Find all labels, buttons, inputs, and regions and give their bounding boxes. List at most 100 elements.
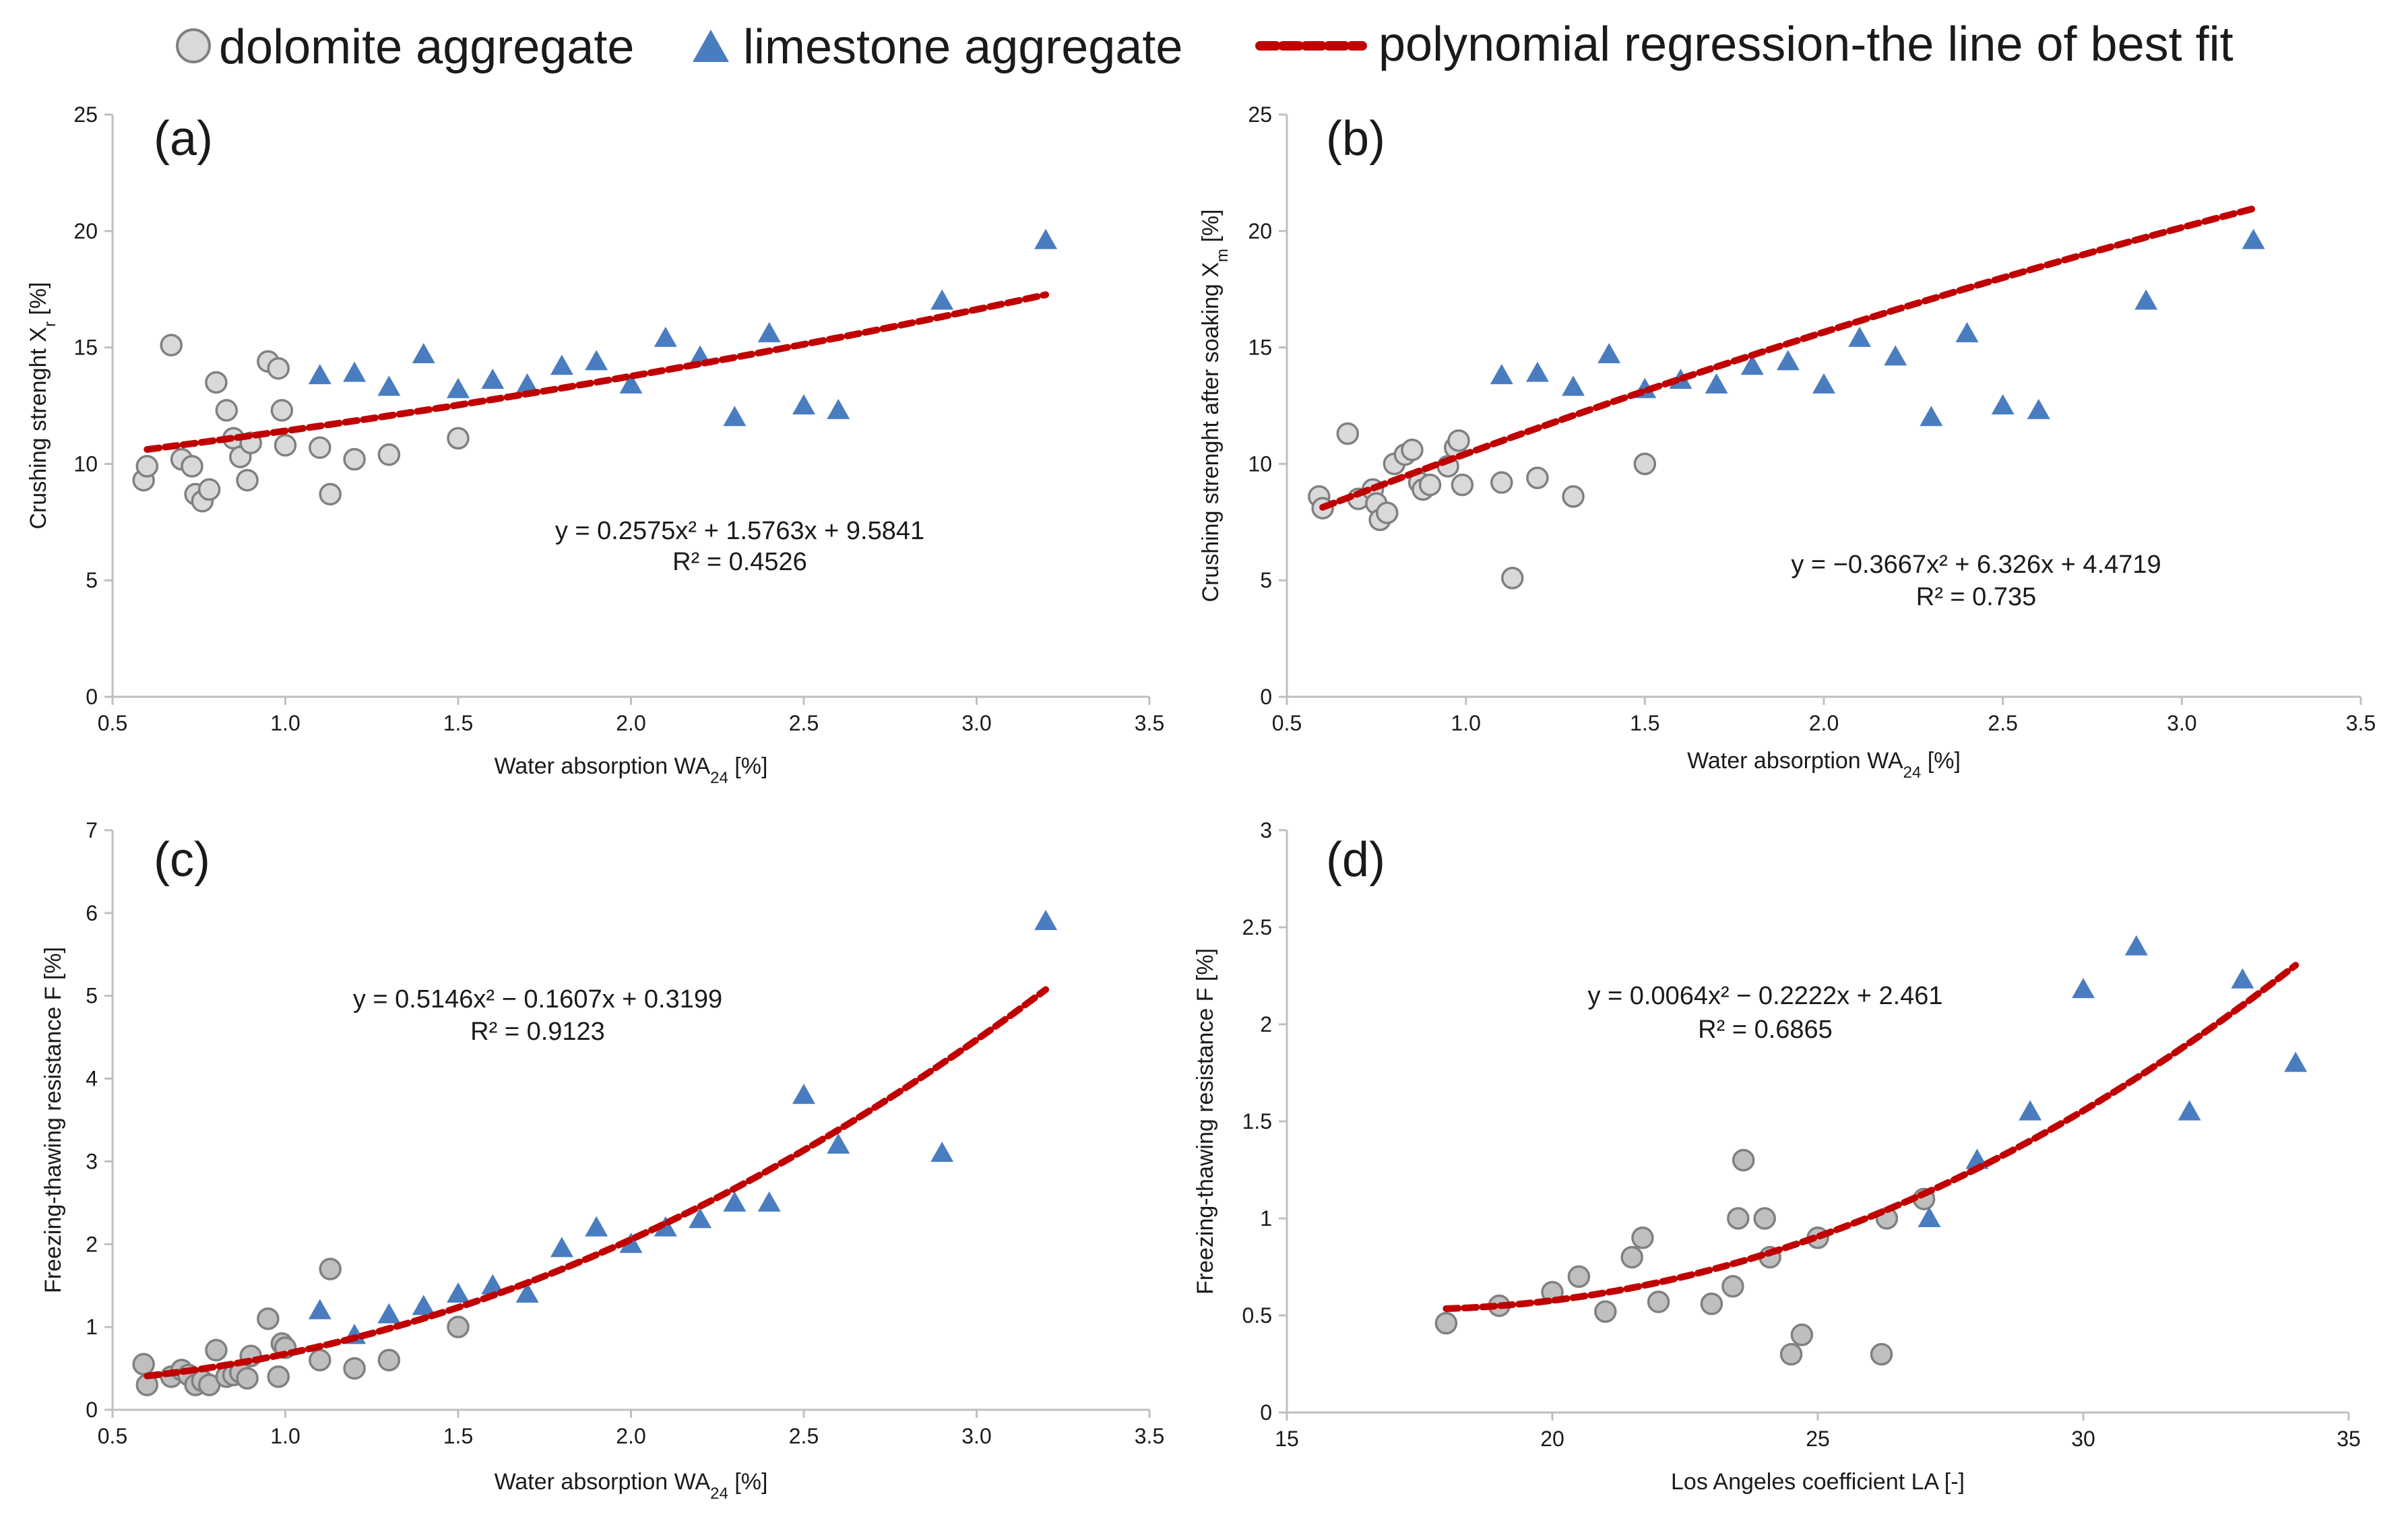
legend-limestone-marker xyxy=(693,30,729,62)
dolomite-point xyxy=(197,478,221,501)
x-tick-label: 1.5 xyxy=(443,1424,473,1448)
limestone-point xyxy=(757,1191,781,1212)
y-axis-label-suffix: [%] xyxy=(26,282,51,321)
dolomite-point xyxy=(319,1257,342,1280)
x-tick-label: 0.5 xyxy=(98,1424,127,1448)
dolomite-point xyxy=(236,1367,259,1390)
limestone-point xyxy=(827,1133,850,1154)
y-tick-label: 1 xyxy=(86,1315,98,1339)
dolomite-point xyxy=(1500,566,1524,590)
x-tick-label: 3.5 xyxy=(2346,711,2376,735)
x-tick-label: 2.5 xyxy=(789,1424,819,1448)
x-axis-label-main: Water absorption WA xyxy=(1687,748,1903,774)
r-squared: R² = 0.735 xyxy=(1916,583,2037,611)
dolomite-point xyxy=(1567,1265,1591,1288)
dolomite-point xyxy=(377,1348,401,1372)
limestone-point xyxy=(550,1237,573,1257)
x-axis-label-sub: 24 xyxy=(710,1485,728,1503)
y-tick-label: 3 xyxy=(1260,818,1272,842)
dolomite-point xyxy=(257,1307,280,1330)
y-tick-label: 5 xyxy=(86,568,98,592)
y-tick-label: 25 xyxy=(73,102,98,127)
dolomite-point xyxy=(135,455,159,478)
dolomite-point xyxy=(205,371,228,394)
limestone-point xyxy=(930,289,954,310)
limestone-point xyxy=(2019,1100,2042,1121)
y-tick-label: 10 xyxy=(1248,452,1272,476)
y-axis-label: Freezing-thawing resistance F [%] xyxy=(40,947,66,1293)
x-tick-label: 1.5 xyxy=(1630,711,1659,735)
y-tick-label: 3 xyxy=(86,1149,98,1173)
dolomite-point xyxy=(236,468,259,492)
y-tick-label: 7 xyxy=(86,818,98,842)
x-tick-label: 3.0 xyxy=(2167,711,2196,735)
r-squared: R² = 0.6865 xyxy=(1698,1016,1833,1044)
limestone-point xyxy=(308,364,331,385)
x-tick-label: 2.5 xyxy=(1988,711,2017,735)
x-tick-label: 2.0 xyxy=(616,1424,645,1448)
limestone-point xyxy=(1848,326,1872,347)
y-tick-label: 2 xyxy=(1260,1012,1272,1036)
regression-equation: y = 0.5146x² − 0.1607x + 0.3199 xyxy=(353,985,722,1014)
r-squared: R² = 0.4526 xyxy=(672,548,807,576)
x-tick-label: 35 xyxy=(2337,1427,2361,1451)
limestone-point xyxy=(1034,228,1058,249)
limestone-point xyxy=(1597,342,1621,363)
dolomite-point xyxy=(1732,1148,1755,1172)
dolomite-point xyxy=(1376,501,1399,524)
series-limestone xyxy=(1490,228,2265,427)
fit-curve xyxy=(1443,962,2300,1312)
dolomite-point xyxy=(447,427,470,450)
limestone-point xyxy=(689,1208,712,1229)
limestone-point xyxy=(377,1303,401,1324)
y-tick-label: 1.5 xyxy=(1242,1109,1272,1133)
chart-panel-a: 0 5 10 15 20 25 0.5 1.0 1.5 2.0 2.5 3.0 3.5 Water abs… xyxy=(26,102,1164,787)
y-tick-label: 0 xyxy=(1260,685,1272,709)
limestone-point xyxy=(343,361,367,382)
dolomite-point xyxy=(274,434,297,457)
y-axis-label-main: Freezing-thawing resistance F [%] xyxy=(40,947,66,1293)
x-axis-label-sub: 24 xyxy=(1903,764,1922,782)
series-limestone xyxy=(308,228,1058,427)
x-tick-label: 20 xyxy=(1540,1427,1564,1451)
y-tick-label: 20 xyxy=(1248,219,1272,243)
dolomite-point xyxy=(1633,452,1657,476)
y-tick-label: 6 xyxy=(86,901,98,925)
dolomite-point xyxy=(1870,1342,1893,1366)
legend-fit-label: polynomial regression-the line of best f… xyxy=(1379,18,2233,71)
limestone-point xyxy=(1525,361,1549,382)
fit-curve xyxy=(1319,205,2257,511)
limestone-point xyxy=(2231,968,2254,989)
x-tick-label: 2.5 xyxy=(789,711,819,735)
chart-panel-c: 0 1 2 3 4 5 6 7 0.5 1.0 1.5 2.0 2.5 3.0 3.5 Water absor… xyxy=(40,818,1164,1503)
limestone-point xyxy=(447,377,470,398)
x-axis-label-main: Los Angeles coefficient LA [-] xyxy=(1671,1469,1965,1495)
x-tick-label: 3.0 xyxy=(961,711,991,735)
y-axis-label-main: Crushing strenght after soaking X xyxy=(1198,262,1224,602)
limestone-point xyxy=(1562,375,1585,396)
panel-label: (b) xyxy=(1326,112,1385,166)
dolomite-point xyxy=(1790,1324,1814,1346)
regression-equation: y = 0.2575x² + 1.5763x + 9.5841 xyxy=(555,517,924,545)
limestone-point xyxy=(1955,321,1979,342)
y-tick-label: 5 xyxy=(1260,568,1272,592)
panel-label: (d) xyxy=(1326,833,1385,887)
y-axis-label-sub: r xyxy=(41,321,59,327)
x-tick-label: 0.5 xyxy=(1272,711,1302,735)
dolomite-point xyxy=(132,1353,155,1376)
regression-equation: y = −0.3667x² + 6.326x + 4.4719 xyxy=(1791,551,2161,579)
limestone-point xyxy=(308,1299,331,1319)
limestone-point xyxy=(1705,373,1728,394)
dolomite-point xyxy=(1562,485,1585,508)
limestone-point xyxy=(515,373,539,394)
limestone-point xyxy=(827,398,850,419)
limestone-point xyxy=(1884,345,1907,366)
x-axis-label: Water absorption WA24 [%] xyxy=(1687,748,1961,782)
x-tick-label: 1.0 xyxy=(270,711,300,735)
y-tick-label: 15 xyxy=(1248,336,1272,360)
y-tick-label: 2 xyxy=(86,1232,98,1256)
x-axis-label-suffix: [%] xyxy=(1921,748,1961,774)
x-tick-label: 15 xyxy=(1275,1427,1299,1451)
dolomite-point xyxy=(270,399,294,422)
